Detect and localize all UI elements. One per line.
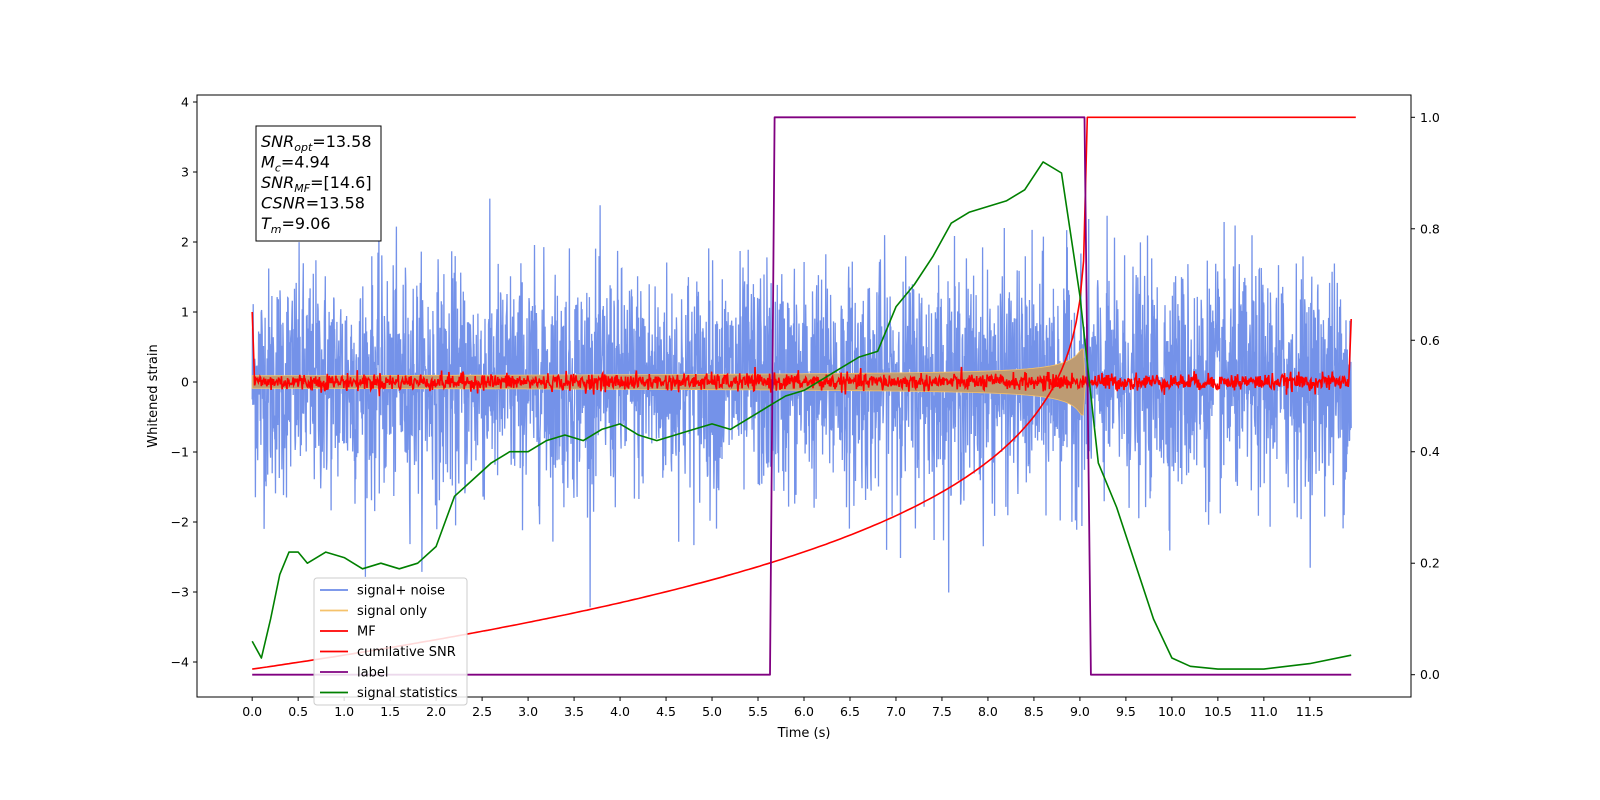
series-mf bbox=[251, 311, 1352, 397]
info-box: SNRopt=13.58Mc=4.94SNRMF=[14.6]CSNR=13.5… bbox=[255, 125, 382, 242]
y-tick-label: 3 bbox=[181, 165, 189, 180]
x-tick-label: 3.5 bbox=[564, 704, 584, 719]
x-tick-label: 3.0 bbox=[518, 704, 538, 719]
y-tick-label: 0 bbox=[181, 375, 189, 390]
y2-tick-label: 0.4 bbox=[1420, 444, 1440, 459]
y-tick-label: −3 bbox=[171, 585, 189, 600]
x-tick-label: 6.5 bbox=[840, 704, 860, 719]
x-tick-label: 2.0 bbox=[426, 704, 446, 719]
y-tick-label: −1 bbox=[171, 445, 189, 460]
x-tick-label: 0.0 bbox=[242, 704, 262, 719]
legend-entry: label bbox=[357, 666, 388, 681]
x-tick-label: 7.0 bbox=[886, 704, 906, 719]
y-axis-right: 1.0 0.8 0.6 0.4 0.2 0.0 bbox=[1411, 110, 1440, 682]
series-signal-statistics bbox=[251, 161, 1352, 670]
series-signal-noise bbox=[251, 198, 1352, 608]
x-axis: 0.0 0.5 1.0 1.5 2.0 2.5 3.0 3.5 4.0 4.5 5.0 5.5 6.0 6… bbox=[242, 697, 1324, 719]
x-tick-label: 8.0 bbox=[978, 704, 998, 719]
series-label bbox=[252, 116, 1352, 676]
x-tick-label: 9.5 bbox=[1116, 704, 1136, 719]
y-tick-label: 2 bbox=[181, 235, 189, 250]
info-line: SNRMF=[14.6] bbox=[261, 173, 372, 195]
y2-tick-label: 0.6 bbox=[1420, 333, 1440, 348]
x-tick-label: 10.5 bbox=[1204, 704, 1232, 719]
x-tick-label: 6.0 bbox=[794, 704, 814, 719]
legend-entry: signal only bbox=[357, 604, 427, 619]
info-line: CSNR=13.58 bbox=[261, 194, 365, 213]
y-tick-label: −4 bbox=[171, 655, 189, 670]
legend-frame bbox=[313, 577, 468, 706]
x-tick-label: 2.5 bbox=[472, 704, 492, 719]
y-tick-label: −2 bbox=[171, 515, 189, 530]
signal-statistics-line bbox=[251, 161, 1352, 670]
x-tick-label: 0.5 bbox=[288, 704, 308, 719]
y-axis-label: Whitened strain bbox=[146, 344, 161, 447]
legend-entry: signal+ noise bbox=[357, 584, 445, 599]
x-tick-label: 4.5 bbox=[656, 704, 676, 719]
legend-entry: cumilative SNR bbox=[357, 645, 456, 660]
y2-tick-label: 0.0 bbox=[1420, 667, 1440, 682]
info-line: Mc=4.94 bbox=[261, 153, 330, 175]
x-tick-label: 9.0 bbox=[1070, 704, 1090, 719]
y2-tick-label: 0.2 bbox=[1420, 556, 1440, 571]
x-tick-label: 7.5 bbox=[932, 704, 952, 719]
legend-entry: signal statistics bbox=[357, 686, 458, 701]
legend: signal+ noise signal only MF cumilative SNR… bbox=[313, 577, 468, 706]
x-tick-label: 4.0 bbox=[610, 704, 630, 719]
y2-tick-label: 0.8 bbox=[1420, 221, 1440, 236]
mf-line bbox=[251, 311, 1352, 397]
info-line: Tm=9.06 bbox=[261, 214, 331, 236]
x-tick-label: 11.5 bbox=[1296, 704, 1324, 719]
x-tick-label: 5.5 bbox=[748, 704, 768, 719]
signal-noise-line bbox=[251, 198, 1352, 608]
x-tick-label: 1.0 bbox=[334, 704, 354, 719]
info-line: SNRopt=13.58 bbox=[261, 132, 372, 154]
label-line bbox=[252, 116, 1352, 676]
x-tick-label: 1.5 bbox=[380, 704, 400, 719]
x-tick-label: 10.0 bbox=[1158, 704, 1186, 719]
y-tick-label: 4 bbox=[181, 95, 189, 110]
x-tick-label: 8.5 bbox=[1024, 704, 1044, 719]
y2-tick-label: 1.0 bbox=[1420, 110, 1440, 125]
x-axis-label: Time (s) bbox=[777, 726, 831, 741]
x-tick-label: 5.0 bbox=[702, 704, 722, 719]
info-box-frame bbox=[255, 125, 382, 242]
legend-entry: MF bbox=[357, 625, 376, 640]
x-tick-label: 11.0 bbox=[1250, 704, 1278, 719]
y-tick-label: 1 bbox=[181, 305, 189, 320]
y-axis-left: 4 3 2 1 0 −1 −2 −3 −4 bbox=[171, 95, 197, 670]
